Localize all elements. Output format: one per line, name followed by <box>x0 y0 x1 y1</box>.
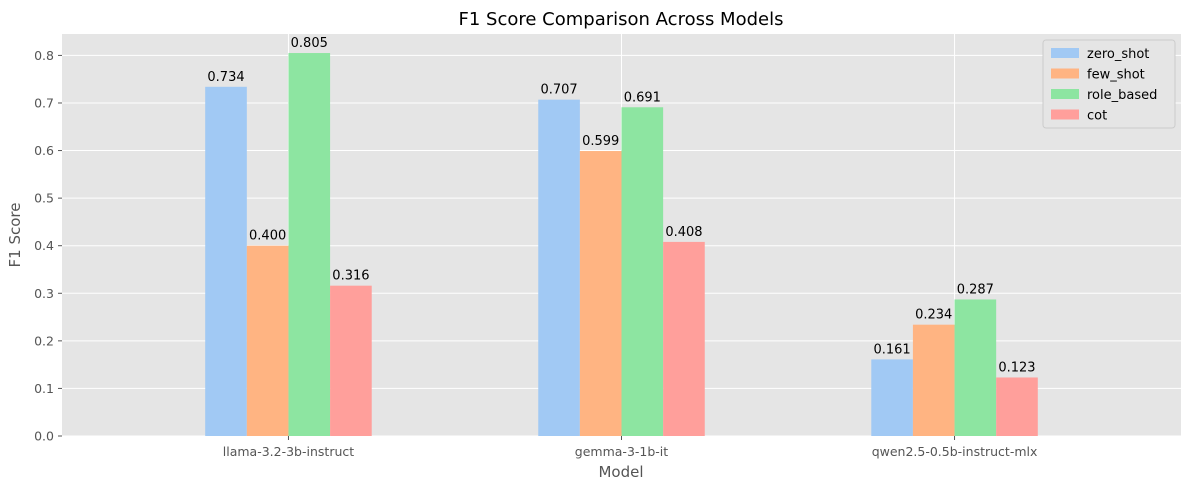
y-tick-label: 0.8 <box>34 48 54 63</box>
bar-value-label: 0.734 <box>207 70 244 85</box>
y-tick-label: 0.7 <box>34 95 54 110</box>
bar-value-label: 0.599 <box>582 134 619 149</box>
y-axis-ticks: 0.0 0.1 0.2 0.3 0.4 0.5 0.6 0.7 0.8 <box>34 48 62 444</box>
bar-few_shot <box>579 151 622 436</box>
bar-cot <box>330 285 372 436</box>
bar-few_shot <box>246 245 289 436</box>
bar-role_based <box>288 53 331 436</box>
bars: 0.734 0.707 0.161 0.400 0.599 0.234 0.805 0.691… <box>205 36 1038 436</box>
bar-value-label: 0.161 <box>873 342 910 357</box>
bar-value-label: 0.123 <box>998 360 1035 375</box>
bar-role_based <box>621 107 664 436</box>
y-tick-label: 0.2 <box>34 333 54 348</box>
bar-zero_shot <box>538 99 580 436</box>
legend-swatch <box>1051 89 1079 99</box>
legend-swatch <box>1051 68 1079 79</box>
bar-value-label: 0.707 <box>540 83 577 98</box>
bar-value-label: 0.400 <box>249 229 286 244</box>
bar-zero_shot <box>205 86 247 436</box>
bar-zero_shot <box>871 359 913 436</box>
bar-value-label: 0.316 <box>332 269 369 284</box>
y-tick-label: 0.1 <box>34 381 54 396</box>
y-axis-label: F1 Score <box>6 203 24 268</box>
bar-role_based <box>954 299 997 436</box>
x-axis-label: Model <box>598 463 643 481</box>
bar-cot <box>996 377 1038 436</box>
y-tick-label: 0.3 <box>34 286 54 301</box>
y-tick-label: 0.4 <box>34 238 54 253</box>
bar-value-label: 0.691 <box>624 90 661 105</box>
x-axis-ticks: llama-3.2-3b-instruct gemma-3-1b-it qwen2.… <box>223 436 1038 459</box>
bar-value-label: 0.287 <box>957 282 994 297</box>
x-tick-label: qwen2.5-0.5b-instruct-mlx <box>872 444 1038 459</box>
legend-swatch <box>1051 109 1079 120</box>
y-tick-label: 0.0 <box>34 429 54 444</box>
bar-cot <box>663 241 705 436</box>
legend-box <box>1042 39 1176 129</box>
x-tick-label: gemma-3-1b-it <box>575 444 668 459</box>
y-tick-label: 0.5 <box>34 191 54 206</box>
bar-few_shot <box>912 324 955 436</box>
bar-value-label: 0.234 <box>915 308 952 323</box>
bar-value-label: 0.408 <box>665 225 702 240</box>
legend-label: role_based <box>1087 88 1157 103</box>
x-tick-label: llama-3.2-3b-instruct <box>223 444 354 459</box>
bar-value-label: 0.805 <box>291 36 328 51</box>
chart-title: F1 Score Comparison Across Models <box>459 9 784 30</box>
legend-label: few_shot <box>1087 68 1145 83</box>
y-tick-label: 0.6 <box>34 143 54 158</box>
legend-swatch <box>1051 48 1079 58</box>
legend-label: cot <box>1087 109 1107 124</box>
legend-label: zero_shot <box>1087 47 1149 62</box>
